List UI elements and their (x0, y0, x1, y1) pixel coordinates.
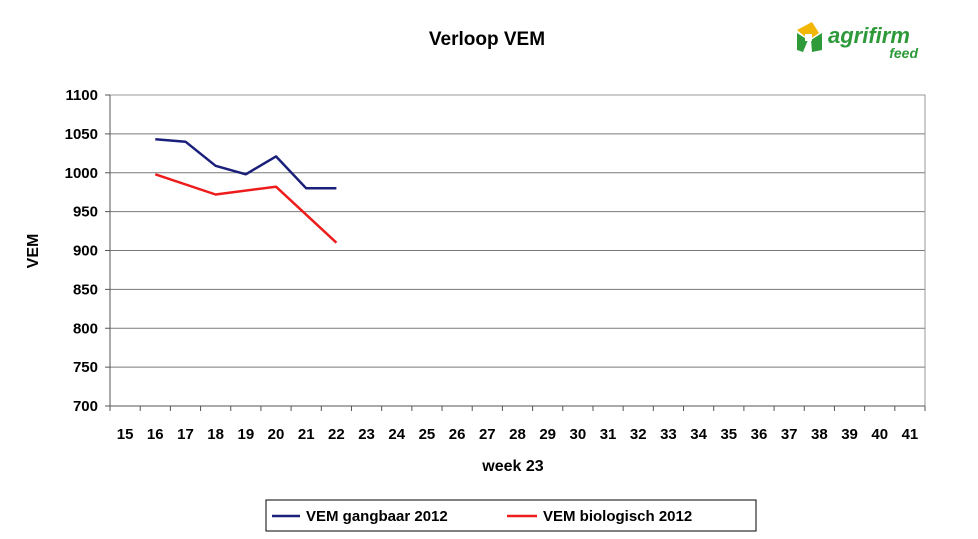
x-tick-label: 22 (328, 426, 345, 443)
x-tick-labels: 15 16 17 18 19 20 21 22 23 24 25 26 27 28 29 30 31 32 33 34… (117, 426, 919, 443)
x-axis-label: week 23 (481, 458, 543, 475)
logo-wordmark: agrifirm (828, 23, 910, 48)
x-tick-label: 28 (509, 426, 526, 443)
series-lines (154, 138, 338, 244)
x-tick-label: 31 (600, 426, 617, 443)
x-tick-label: 24 (388, 426, 405, 443)
y-tick-label: 850 (73, 281, 98, 298)
chart-title: Verloop VEM (429, 29, 545, 50)
y-tick-label: 1100 (65, 87, 98, 104)
x-tick-label: 17 (177, 426, 194, 443)
x-tick-label: 32 (630, 426, 647, 443)
y-tick-label: 1000 (65, 165, 98, 182)
x-tick-label: 36 (751, 426, 768, 443)
x-tick-label: 35 (720, 426, 737, 443)
x-tick-label: 29 (539, 426, 556, 443)
x-tick-label: 38 (811, 426, 828, 443)
series-line-1 (154, 173, 338, 244)
x-tick-label: 33 (660, 426, 677, 443)
gridlines (110, 133, 925, 368)
x-tick-label: 26 (449, 426, 466, 443)
y-axis-label: VEM (25, 234, 42, 269)
legend-label-gangbaar: VEM gangbaar 2012 (306, 508, 448, 525)
series-line-0 (155, 138, 337, 190)
x-tick-label: 23 (358, 426, 375, 443)
y-tick-labels: 700 750 800 850 900 950 1000 1050 1100 (65, 87, 110, 415)
y-tick-label: 950 (73, 204, 98, 221)
agrifirm-logo: agrifirm feed (797, 22, 918, 61)
x-tick-label: 34 (690, 426, 707, 443)
x-tick-label: 15 (117, 426, 134, 443)
y-tick-label: 750 (73, 359, 98, 376)
agrifirm-logo-mark-icon (797, 22, 822, 52)
x-tick-label: 41 (902, 426, 919, 443)
y-tick-label: 1050 (65, 126, 98, 143)
y-tick-label: 800 (73, 320, 98, 337)
x-tick-marks (109, 406, 926, 411)
x-tick-label: 19 (237, 426, 254, 443)
x-tick-label: 37 (781, 426, 798, 443)
x-tick-label: 40 (871, 426, 888, 443)
x-tick-label: 39 (841, 426, 858, 443)
x-tick-label: 25 (419, 426, 436, 443)
logo-subtitle: feed (889, 45, 918, 61)
x-tick-label: 21 (298, 426, 315, 443)
x-tick-label: 18 (207, 426, 224, 443)
x-tick-label: 16 (147, 426, 164, 443)
x-tick-label: 30 (570, 426, 587, 443)
x-tick-label: 27 (479, 426, 496, 443)
legend: VEM gangbaar 2012 VEM biologisch 2012 (265, 499, 757, 532)
legend-label-biologisch: VEM biologisch 2012 (543, 508, 692, 525)
y-tick-label: 700 (73, 398, 98, 415)
x-tick-label: 20 (268, 426, 285, 443)
y-tick-label: 900 (73, 243, 98, 260)
